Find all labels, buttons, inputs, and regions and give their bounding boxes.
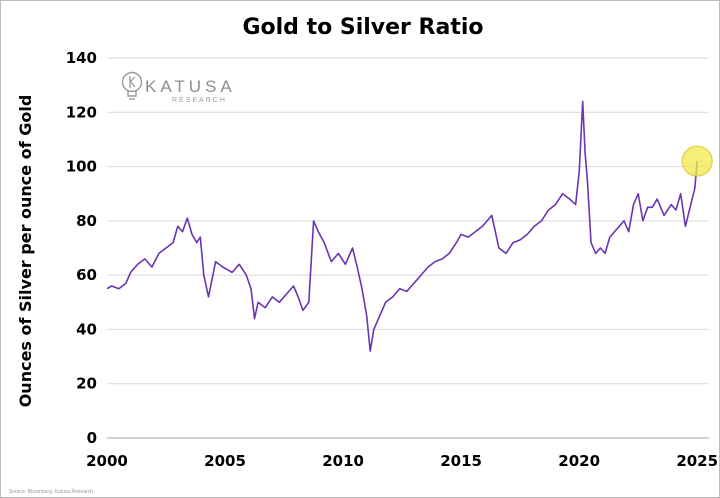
gold-silver-ratio-line <box>106 100 698 352</box>
logo-name: KATUSA <box>145 77 236 96</box>
logo-sub: RESEARCH <box>172 97 227 104</box>
y-tick-label: 60 <box>76 266 97 284</box>
y-axis-label: Ounces of Silver per ounce of Gold <box>16 95 35 408</box>
x-tick-label: 2000 <box>86 452 128 470</box>
katusa-logo: KATUSA RESEARCH <box>121 71 236 104</box>
x-tick-label: 2020 <box>558 452 600 470</box>
chart-title: Gold to Silver Ratio <box>242 15 483 40</box>
gridlines <box>107 57 709 385</box>
x-tick-label: 2015 <box>440 452 482 470</box>
source-note: Source: Bloomberg, Katusa Research <box>9 489 93 495</box>
latest-value-highlight <box>681 145 713 177</box>
x-tick-label: 2005 <box>204 452 246 470</box>
y-tick-label: 100 <box>66 158 97 176</box>
y-tick-label: 0 <box>87 429 97 447</box>
y-tick-label: 120 <box>66 103 97 121</box>
y-tick-labels: 0 20 40 60 80 100 120 140 <box>66 49 97 447</box>
y-tick-label: 140 <box>66 49 97 67</box>
y-tick-label: 40 <box>76 320 97 338</box>
y-tick-label: 80 <box>76 212 97 230</box>
lightbulb-icon <box>121 71 143 100</box>
x-tick-label: 2010 <box>322 452 364 470</box>
x-tick-label: 2025 <box>676 452 718 470</box>
y-tick-label: 20 <box>76 375 97 393</box>
x-tick-labels: 2000 2005 2010 2015 2020 2025 <box>86 452 718 470</box>
